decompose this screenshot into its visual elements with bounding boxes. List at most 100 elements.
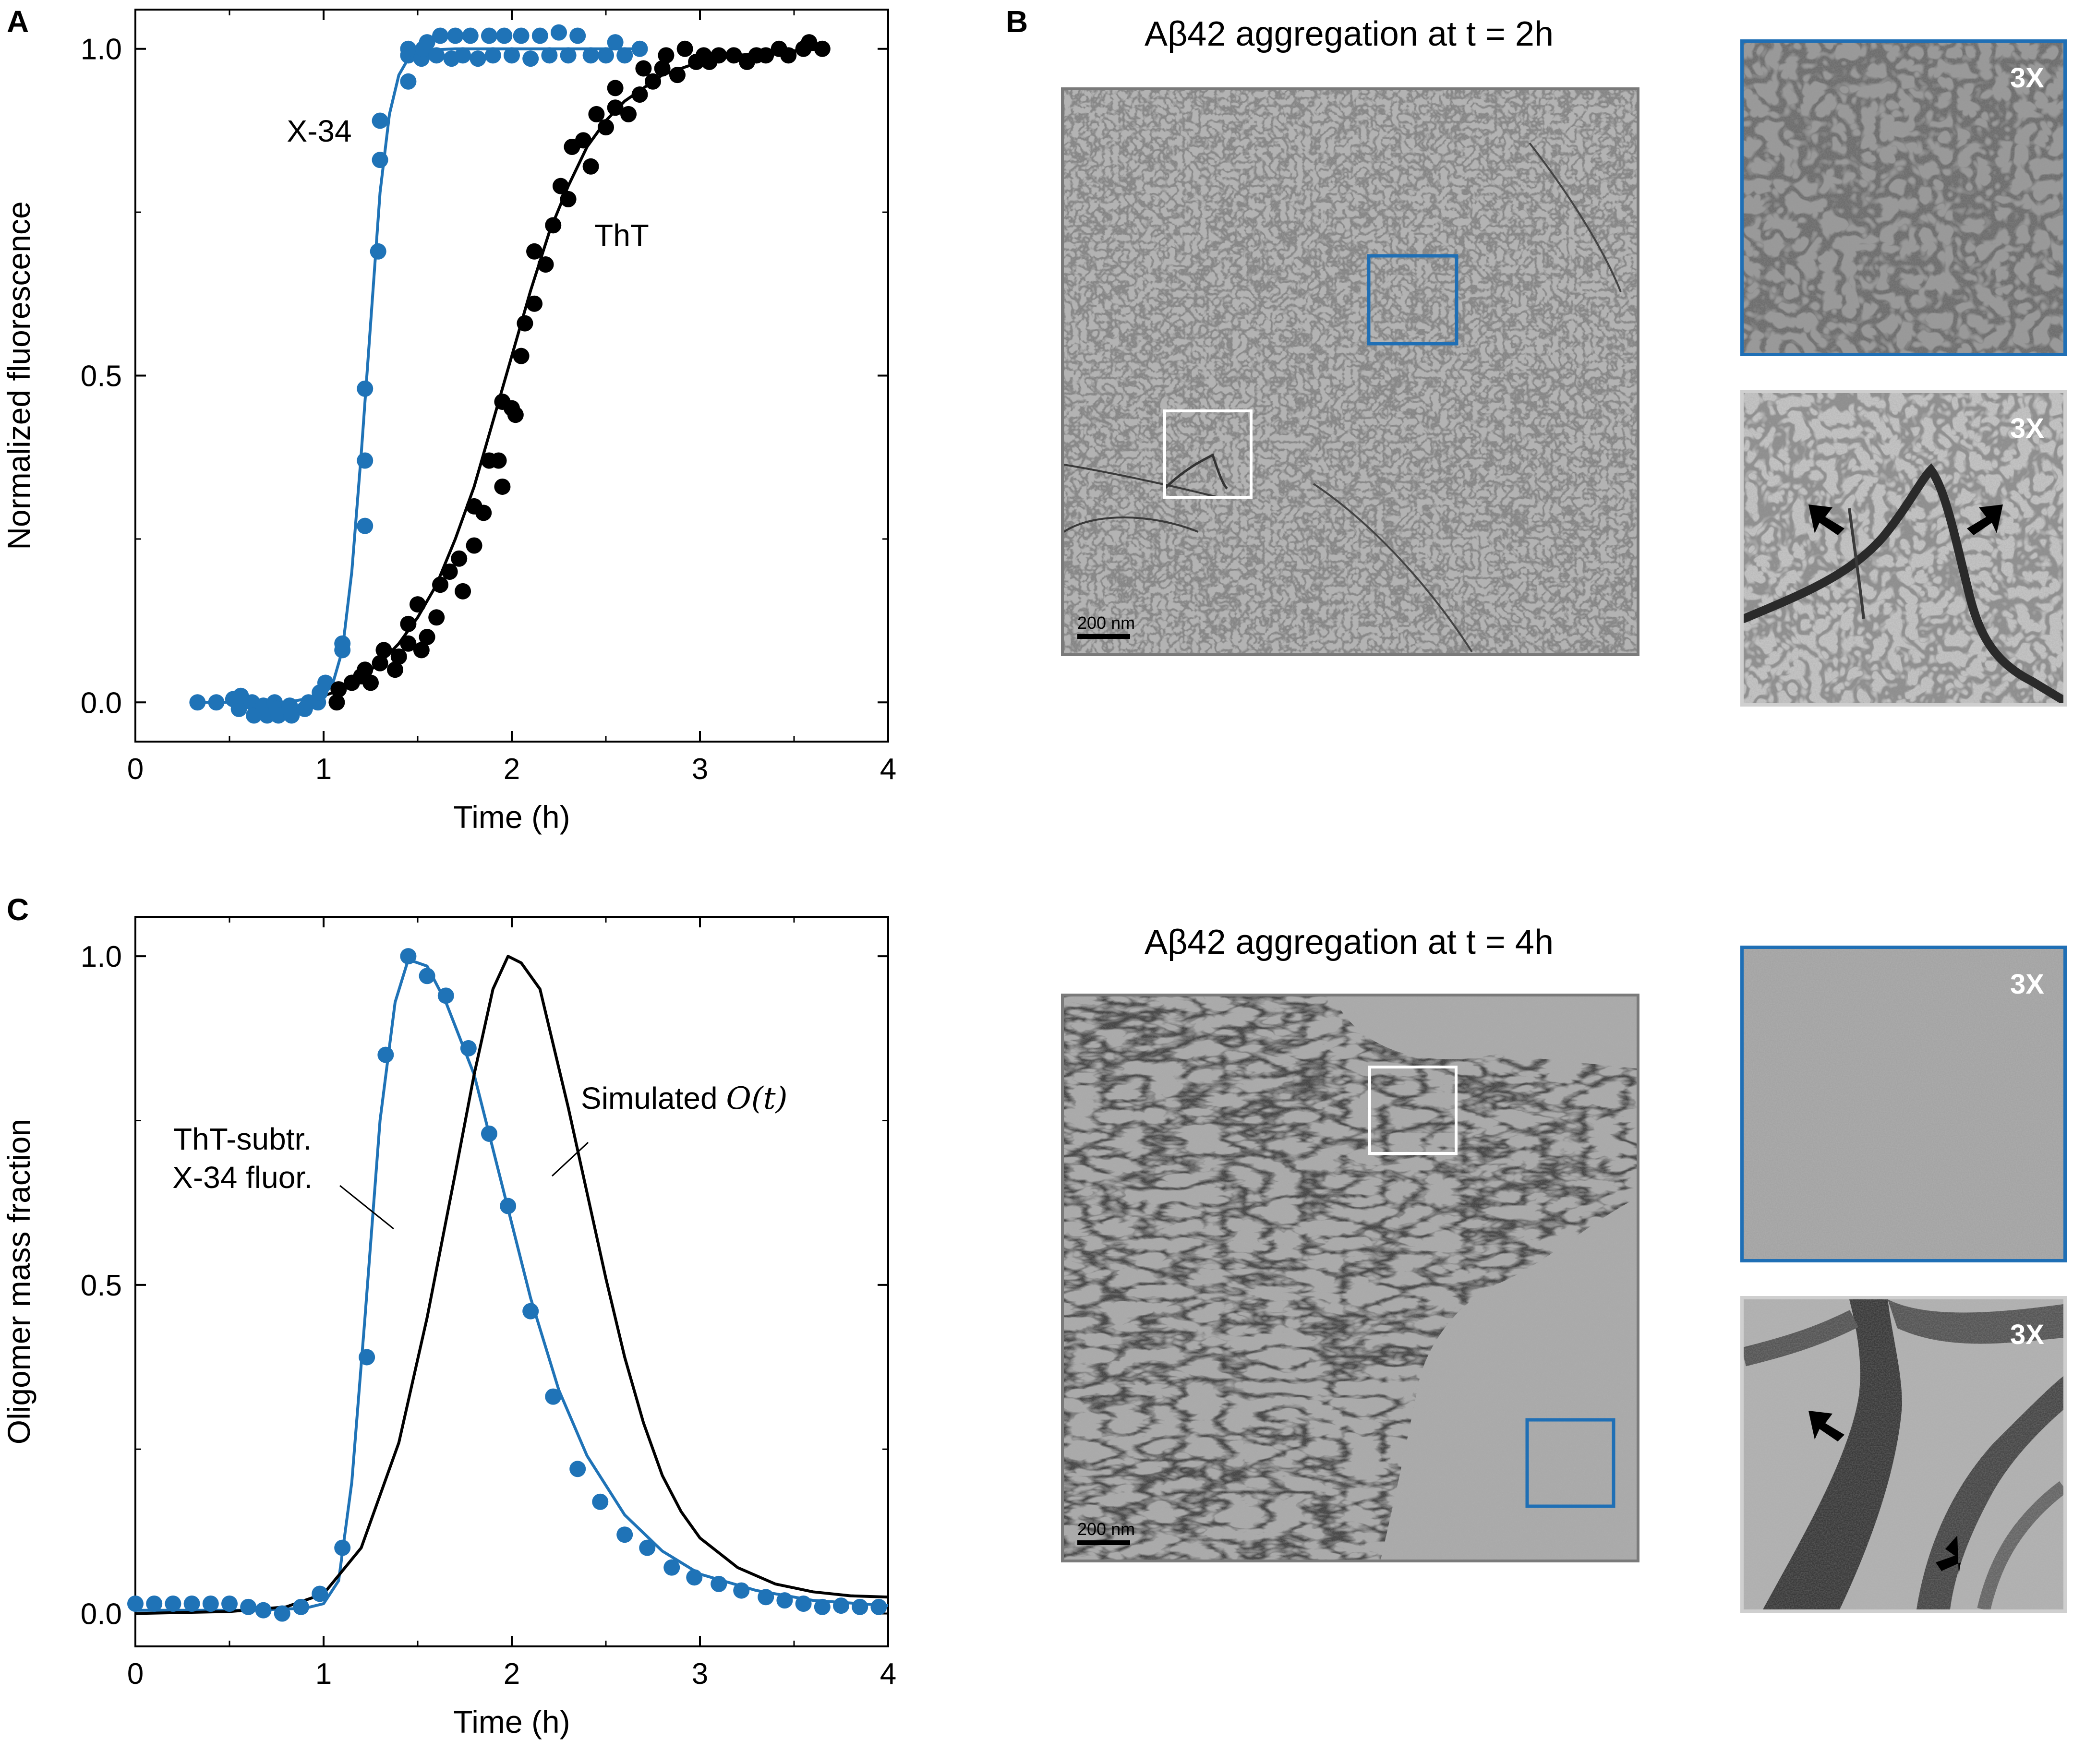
data-point [631,40,648,57]
data-point [377,1046,394,1063]
data-point [545,217,562,234]
plot-frame [134,916,889,1647]
data-point [413,642,430,659]
data-point [372,655,388,672]
data-point [870,1598,887,1615]
em-texture-2h [1064,90,1637,653]
data-point [455,47,471,64]
annotation-simulated-symbol: O(t) [726,1081,787,1116]
data-point [328,694,345,711]
data-point [552,178,569,194]
em-image-2h: 200 nm [1061,87,1639,656]
data-point [428,609,445,626]
data-point [372,152,388,168]
data-point [455,583,471,600]
data-point [475,504,492,521]
data-point [541,47,558,64]
data-point [183,1595,200,1612]
data-point [654,60,671,77]
data-point [189,694,206,711]
em-title-bottom: Aβ42 aggregation at t = 4h [1144,923,1554,961]
em-texture-4h [1064,996,1637,1560]
data-point [663,1559,680,1576]
data-point [513,348,530,364]
data-point [513,27,530,44]
data-point [470,50,486,67]
x-axis-label: Time (h) [453,1704,570,1740]
scale-label-2h: 200 nm [1077,613,1135,633]
data-point [531,27,548,44]
data-point [582,158,599,175]
annotation-simulated: Simulated O(t) [581,1081,788,1116]
data-point [639,1539,656,1556]
data-point [208,694,225,711]
data-point [330,681,347,698]
data-point [631,86,648,103]
data-point [616,47,633,64]
data-point [645,73,661,90]
data-point [357,452,374,469]
x-tick-label: 4 [880,753,896,786]
data-point [400,40,417,57]
zoom-label-2h-blue: 3X [2010,62,2044,94]
data-point [447,27,464,44]
data-point [658,47,675,64]
data-point [575,132,591,149]
data-point [686,1569,703,1586]
zoom-2h-blue: 3X [1740,39,2067,356]
fit-line [135,955,889,1615]
data-point [801,34,818,51]
data-point [221,1595,238,1612]
data-point [635,60,652,77]
data-point [814,40,831,57]
zoom-label-4h-blue: 3X [2010,969,2044,1000]
data-point [758,1589,774,1606]
data-point [833,1597,849,1614]
y-tick-label: 0.5 [81,1269,122,1302]
data-point [370,243,386,260]
data-point [676,40,693,57]
data-point [292,1598,309,1615]
arrow-icon [1808,1411,1844,1441]
data-point [758,47,774,64]
scale-bar-2h: 200 nm [1077,613,1135,639]
data-point [711,47,727,64]
data-point [795,1595,812,1612]
data-point [582,47,599,64]
data-point [522,1303,539,1320]
data-point [852,1598,868,1615]
y-axis-label: Oligomer mass fraction [1,1119,36,1445]
data-point [607,80,624,96]
data-point [560,191,577,207]
y-tick-label: 1.0 [81,33,122,66]
zoom-2h-white: 3X [1740,390,2067,707]
plot-frame [134,9,889,743]
annotation-tht: ThT [594,218,649,252]
data-point [526,295,543,312]
data-point [230,700,247,717]
data-point [496,27,513,44]
data-point [317,674,334,691]
data-point [357,517,374,534]
data-point [725,47,742,64]
panel-letter-c: C [7,892,29,927]
annotation-leader-right [551,1141,589,1177]
data-point [428,47,445,64]
data-point [334,635,351,652]
data-point [362,674,379,691]
data-point [517,315,533,332]
data-point [484,47,501,64]
data-point [494,478,511,495]
data-point [372,112,388,129]
annotation-x34: X-34 [287,114,351,148]
data-point [270,707,287,724]
data-point [419,34,435,51]
arrow-icon [1808,504,1844,535]
zoom-4h-blue: 3X [1740,946,2067,1262]
chart-a: 0 1 2 3 4 0.0 0.5 1.0 Time (h) Normalized fluores… [1,9,896,835]
data-point [460,1040,477,1056]
x-axis-label: Time (h) [453,799,570,835]
data-point [390,648,407,665]
data-point [334,1539,351,1556]
chart-c: 0 1 2 3 4 0.0 0.5 1.0 Time (h) Oligomer mass frac… [1,916,896,1740]
